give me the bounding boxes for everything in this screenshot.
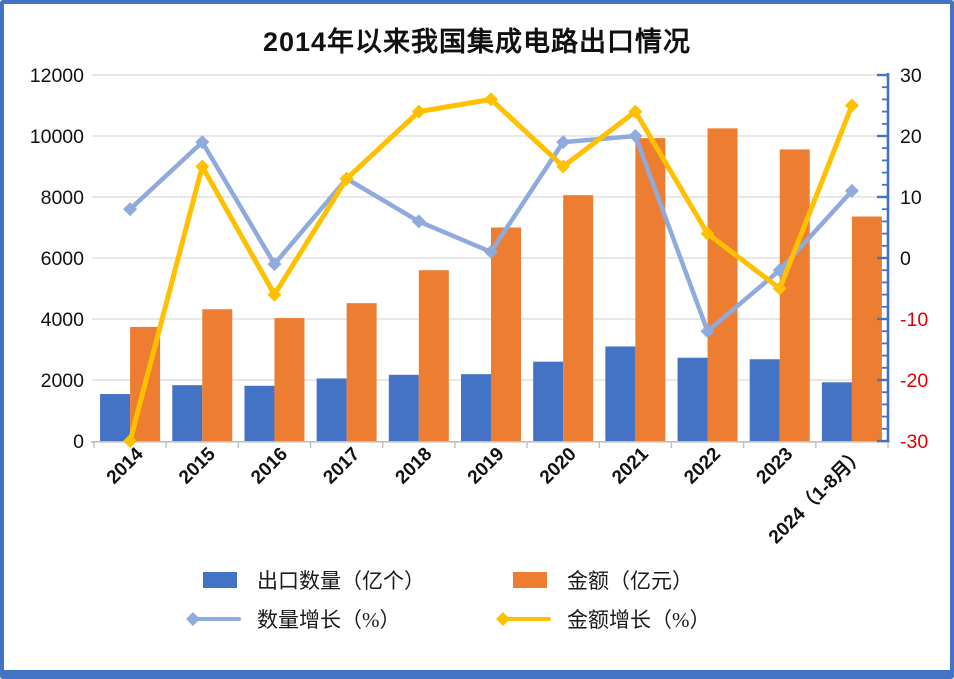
bar-0-2015 (172, 385, 203, 441)
x-axis-category-label: 2022 (680, 444, 725, 489)
chart-title: 2014年以来我国集成电路出口情况 (262, 27, 692, 57)
left-axis-tick-label: 2000 (41, 370, 85, 392)
legend-bar-swatch-icon (203, 572, 237, 588)
marker-diamond (628, 104, 643, 119)
legend-label: 金额（亿元） (567, 569, 693, 593)
x-axis-category-label: 2015 (175, 443, 220, 488)
left-axis-tick-label: 8000 (41, 187, 85, 209)
legend-item: 出口数量（亿个） (187, 567, 497, 593)
left-axis-tick-label: 10000 (30, 126, 84, 148)
x-axis-category-label: 2014 (103, 443, 148, 488)
bar-0-2017 (316, 378, 347, 441)
legend-bar-swatch-icon (513, 572, 547, 588)
bar-0-2024（1-8月） (821, 382, 852, 441)
legend-label: 金额增长（%） (567, 608, 711, 632)
bar-1-2018 (418, 270, 449, 441)
legend-label: 出口数量（亿个） (257, 569, 425, 593)
marker-diamond (844, 98, 859, 113)
bar-1-2022 (707, 128, 738, 441)
x-axis-category-label: 2023 (753, 444, 798, 489)
left-axis-tick-label: 0 (73, 431, 84, 453)
bar-1-2020 (563, 195, 594, 441)
bar-0-2021 (605, 346, 636, 441)
x-axis-category-label: 2020 (536, 444, 581, 489)
marker-diamond (195, 135, 210, 150)
right-axis-tick-label: 30 (900, 65, 922, 87)
chart-legend: 出口数量（亿个） 金额（亿元） 数量增长（%） 金额增长（%） (186, 567, 711, 632)
x-axis-category-label: 2019 (464, 444, 509, 489)
marker-diamond (411, 104, 426, 119)
legend-item: 数量增长（%） (186, 606, 497, 632)
bar-1-2017 (346, 303, 377, 441)
x-axis-category-label: 2016 (247, 444, 292, 489)
bar-1-2016 (274, 318, 305, 441)
legend-line-swatch-icon (186, 612, 241, 626)
bar-0-2019 (461, 374, 491, 441)
bar-0-2023 (749, 359, 780, 441)
marker-diamond (628, 129, 643, 143)
bar-0-2020 (533, 361, 564, 441)
right-axis-tick-label: 20 (900, 126, 922, 148)
left-axis-tick-label: 4000 (41, 309, 85, 331)
right-axis-tick-label: -20 (900, 370, 928, 392)
marker-diamond (195, 159, 210, 174)
left-axis-tick-label: 12000 (30, 65, 84, 87)
marker-diamond (411, 214, 426, 229)
bar-1-2021 (635, 138, 666, 441)
right-axis-tick-label: -10 (900, 309, 928, 331)
bar-1-2019 (491, 227, 521, 441)
marker-diamond (556, 135, 571, 150)
legend-item: 金额增长（%） (496, 606, 711, 632)
marker-diamond (772, 281, 787, 296)
legend-item: 金额（亿元） (497, 567, 711, 593)
right-axis-tick-label: -30 (900, 431, 928, 453)
right-axis-tick-label: 0 (900, 248, 911, 270)
marker-diamond (339, 171, 354, 186)
marker-diamond (123, 434, 138, 448)
marker-diamond (700, 226, 715, 241)
marker-diamond (267, 257, 282, 272)
chart-plot-area: 0 2000 4000 6000 8000 10000 12000 -30 -20 -10 0 10 2… (30, 65, 929, 548)
marker-diamond (700, 324, 715, 339)
marker-diamond (267, 287, 282, 302)
bar-0-2022 (677, 357, 708, 441)
marker-diamond (484, 244, 498, 259)
bar-1-2015 (202, 309, 233, 441)
marker-diamond (556, 159, 571, 174)
marker-diamond (844, 183, 859, 198)
x-axis-category-label: 2021 (608, 443, 653, 488)
bar-1-2023 (779, 149, 810, 442)
bar-0-2014 (100, 394, 131, 441)
bar-1-2024（1-8月） (851, 216, 882, 441)
marker-diamond (123, 202, 138, 217)
marker-diamond (484, 92, 498, 107)
legend-label: 数量增长（%） (257, 608, 401, 632)
right-axis-tick-label: 10 (900, 187, 922, 209)
bar-0-2016 (244, 385, 275, 441)
left-axis-tick-label: 6000 (41, 248, 85, 270)
x-axis-category-label: 2017 (319, 444, 364, 489)
x-axis-category-label: 2018 (392, 444, 437, 489)
legend-line-swatch-icon (496, 612, 551, 626)
bar-0-2018 (388, 374, 419, 441)
